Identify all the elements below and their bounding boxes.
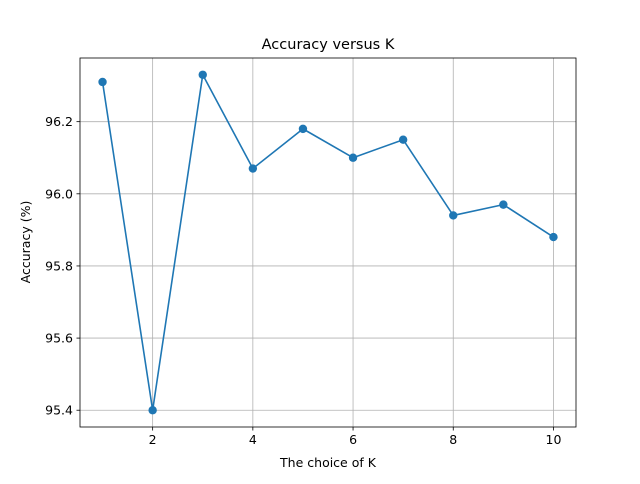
data-point: [248, 164, 258, 173]
data-point: [348, 153, 358, 162]
data-point: [449, 211, 458, 220]
data-point: [298, 124, 308, 134]
data-point: [198, 70, 207, 79]
data-point: [398, 135, 408, 144]
y-axis-label: Accuracy (%): [18, 201, 33, 284]
y-tick-label: 96.0: [45, 186, 73, 201]
x-axis-label: The choice of K: [279, 455, 377, 470]
axis-ticks: 2 4 6 8 10 95.4 95.6 95.8 96.0 96.2: [45, 114, 561, 447]
data-point: [148, 406, 157, 415]
axes-frame: [79, 57, 577, 428]
x-tick-label: 2: [149, 432, 157, 447]
y-tick-label: 95.6: [45, 331, 73, 346]
data-point: [549, 232, 558, 242]
x-tick-label: 6: [349, 432, 357, 447]
series-line: [101, 73, 554, 412]
y-tick-label: 95.4: [45, 403, 73, 418]
chart-title: Accuracy versus K: [262, 37, 395, 53]
x-tick-label: 8: [449, 432, 457, 447]
y-tick-label: 96.2: [45, 114, 73, 129]
y-tick-label: 95.8: [45, 258, 73, 273]
data-point: [499, 200, 508, 209]
x-tick-label: 10: [546, 432, 562, 447]
data-point: [98, 77, 107, 87]
series-layer: [98, 70, 558, 415]
x-tick-label: 4: [249, 432, 257, 447]
